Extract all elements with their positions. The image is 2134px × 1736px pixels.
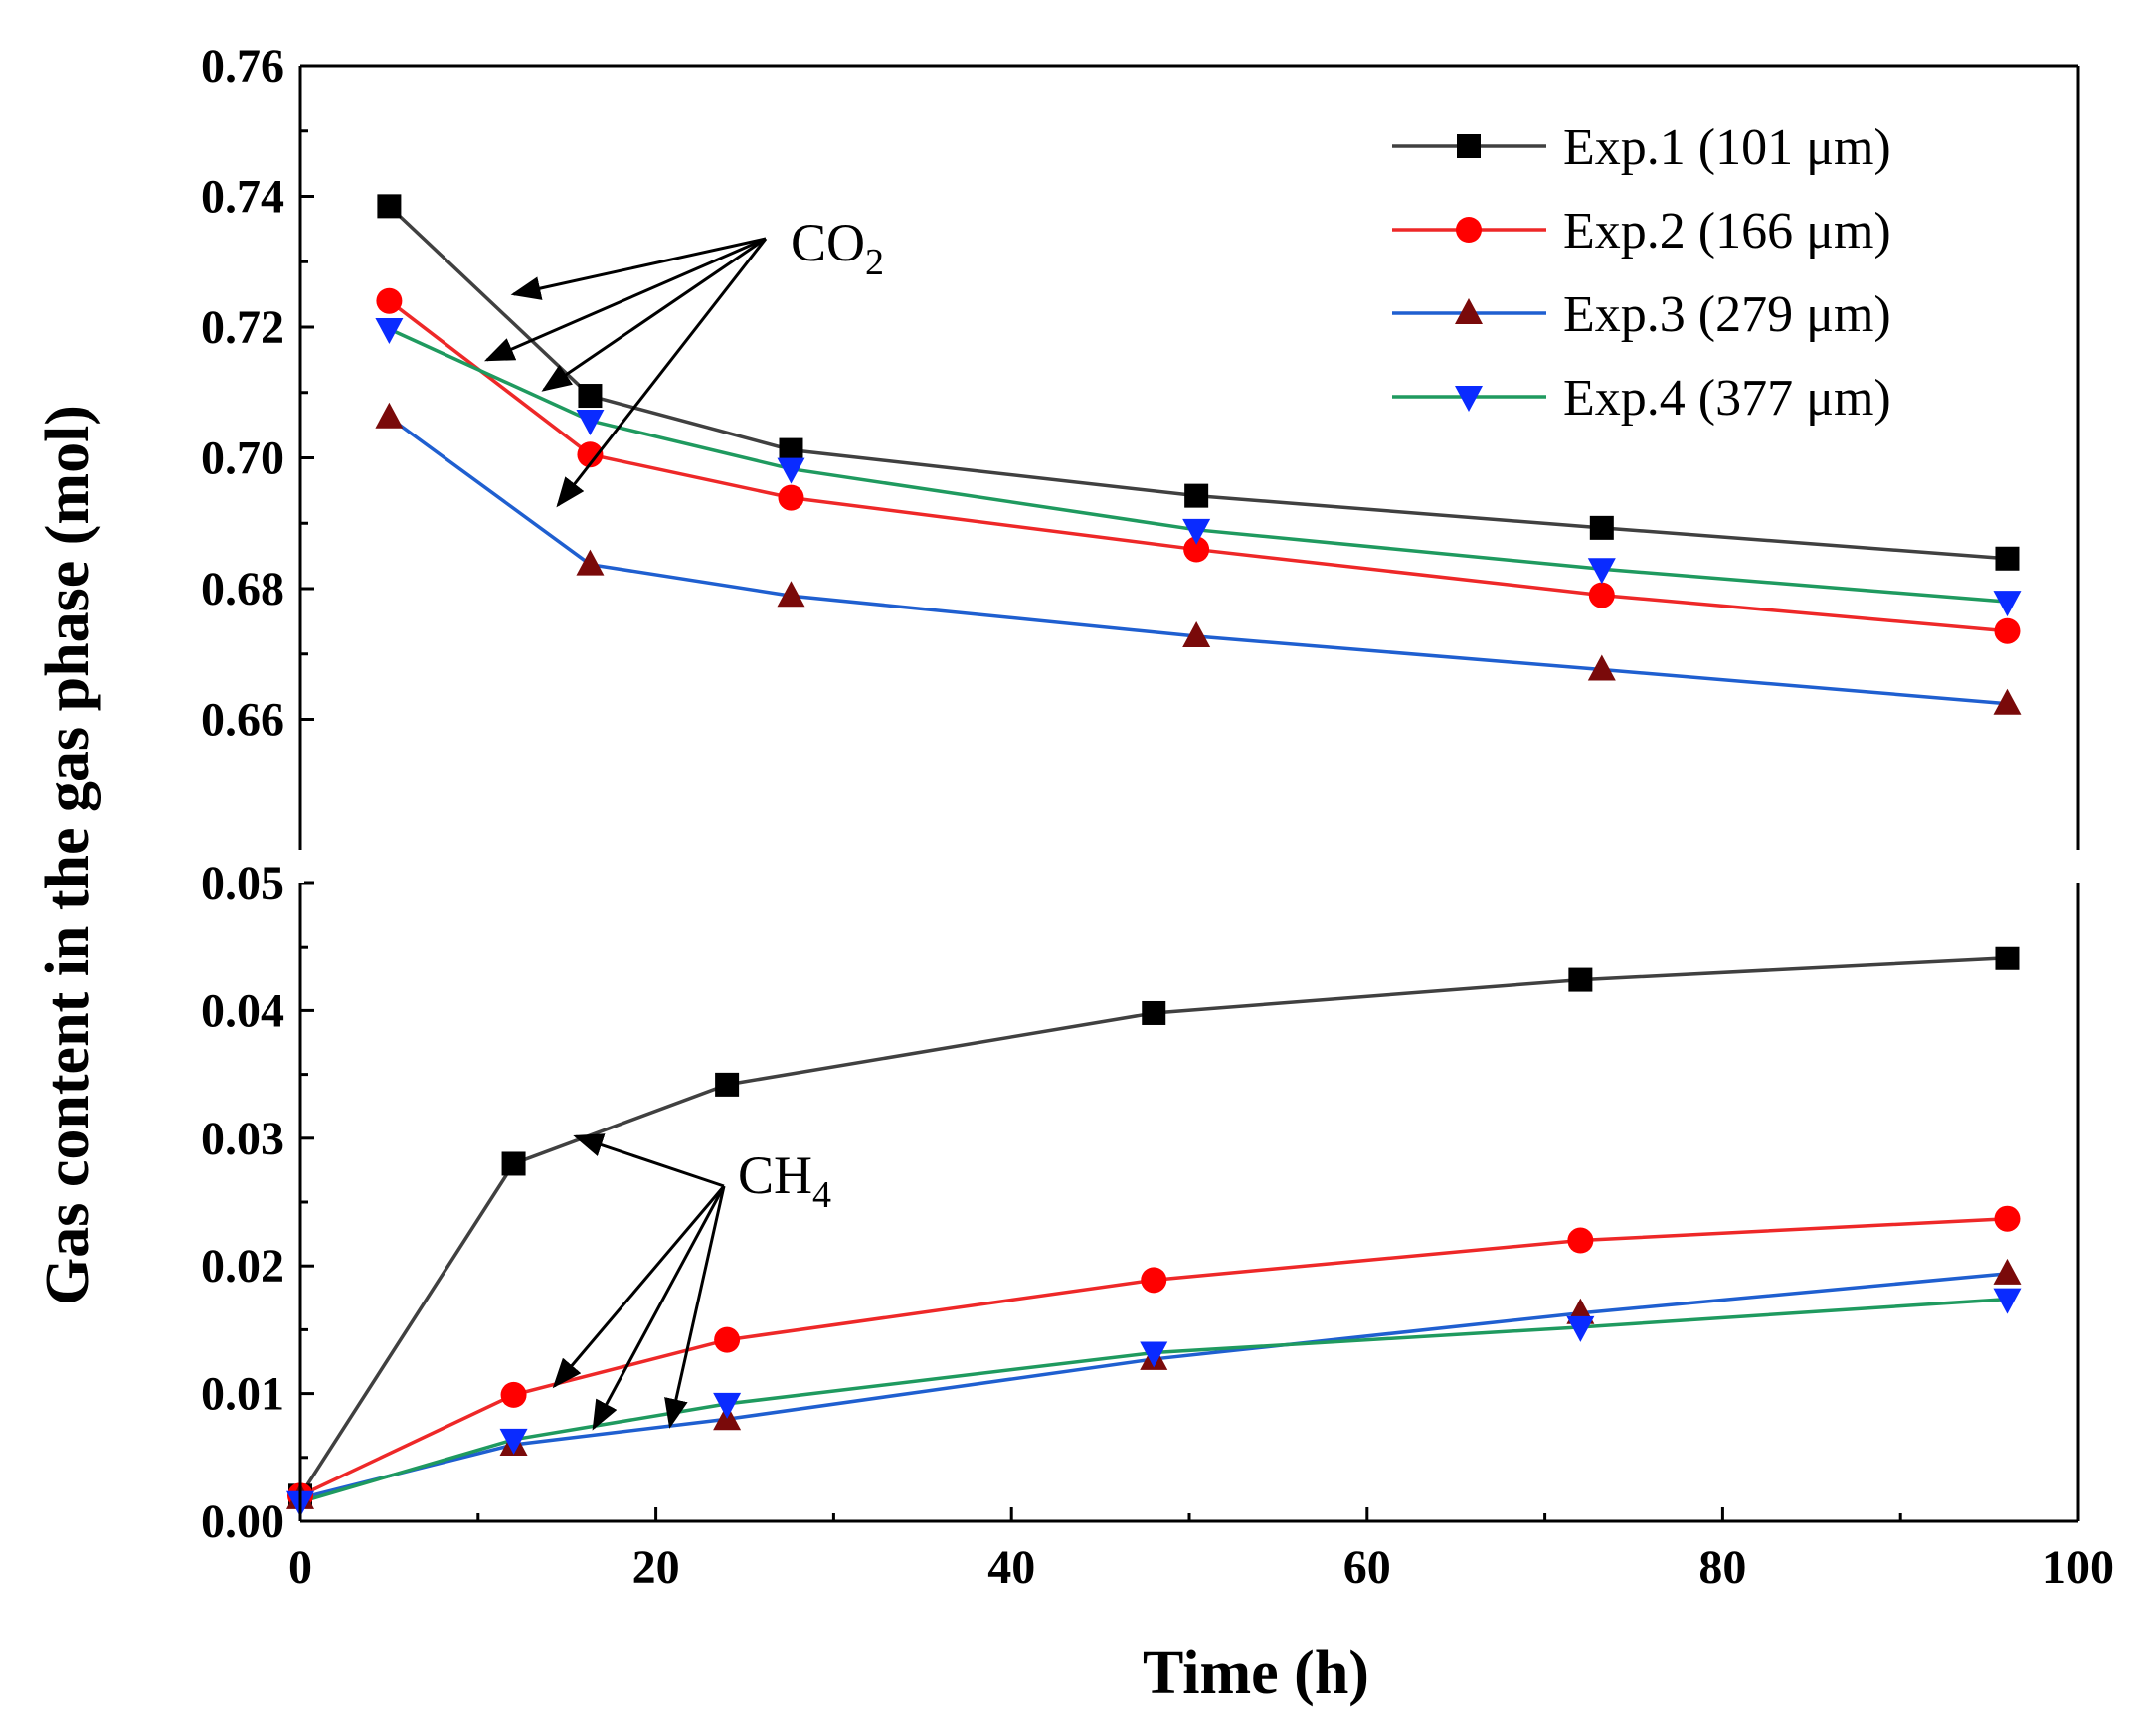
co2-series-2-point: [577, 441, 604, 468]
co2-series-4-point: [576, 410, 605, 436]
annotations: CO2 CH4: [483, 213, 884, 1431]
upper-y-tick-label: 0.74: [201, 171, 284, 224]
upper-y-tick-label: 0.76: [201, 40, 284, 92]
co2-series-2-point: [1183, 536, 1210, 563]
upper-y-tick-label: 0.66: [201, 694, 284, 747]
co2-series-4-point: [1993, 591, 2022, 617]
legend-marker-1: [1457, 134, 1481, 158]
axis-break-left: [296, 850, 304, 883]
legend-marker-4: [1455, 386, 1483, 412]
ch4-series-1-point: [1995, 946, 2020, 970]
ch4-series-4-point: [1140, 1341, 1168, 1368]
ch4-series-1-point: [715, 1072, 740, 1097]
x-tick-label: 100: [2043, 1541, 2114, 1594]
co2-series-2-point: [1588, 582, 1615, 608]
x-tick-label: 0: [288, 1541, 312, 1594]
co2-series-1-point: [1184, 483, 1209, 508]
lower-y-tick-label: 0.03: [201, 1113, 284, 1165]
lower-panel: [286, 946, 2022, 1517]
x-tick-label: 20: [632, 1541, 680, 1594]
co2-series-3-point: [576, 549, 605, 576]
upper-y-tick-label: 0.68: [201, 563, 284, 615]
co2-series-line-3: [388, 416, 2008, 706]
legend-label-3: Exp.3 (279 μm): [1563, 286, 1891, 343]
ch4-arrow-3: [592, 1185, 726, 1431]
co2-series-3-point: [777, 581, 805, 608]
ch4-series-line-4: [299, 1297, 2008, 1504]
axis-break-right: [2074, 850, 2082, 883]
co2-arrow-3: [541, 237, 767, 392]
lower-y-tick-label: 0.02: [201, 1240, 284, 1293]
ch4-series-2-point: [1567, 1227, 1594, 1254]
ch4-series-1-point: [1142, 1000, 1166, 1025]
co2-series-3-point: [375, 402, 404, 429]
co2-series-1-point: [1995, 546, 2020, 571]
x-tick-label: 80: [1698, 1541, 1746, 1594]
legend-label-1: Exp.1 (101 μm): [1563, 119, 1891, 176]
ch4-series-line-2: [299, 1216, 2008, 1497]
y-axis-title: Gas content in the gas phase (mol): [34, 405, 101, 1305]
co2-series-1-point: [779, 437, 803, 462]
ch4-annotation: CH4: [738, 1145, 831, 1216]
x-tick-label: 40: [987, 1541, 1035, 1594]
co2-series-4-point: [1587, 558, 1616, 585]
legend-label-2: Exp.2 (166 μm): [1563, 203, 1891, 260]
co2-series-4-point: [1182, 518, 1211, 545]
co2-annotation-subscript: 2: [865, 242, 884, 283]
co2-annotation: CO2: [791, 213, 884, 283]
lower-y-tick-label: 0.05: [201, 857, 284, 910]
lower-y-tick-label: 0.00: [201, 1495, 284, 1548]
co2-series-4-point: [777, 457, 805, 484]
lower-y-tick-label: 0.04: [201, 984, 284, 1037]
ch4-series-2-point: [714, 1326, 741, 1353]
ch4-arrow-2: [552, 1185, 726, 1389]
co2-series-line-2: [388, 299, 2008, 633]
ch4-series-4-point: [1993, 1288, 2022, 1314]
co2-series-1-point: [578, 384, 603, 409]
legend: Exp.1 (101 μm) Exp.2 (166 μm) Exp.3 (279 μ…: [1392, 119, 1891, 427]
lower-y-tick-label: 0.01: [201, 1368, 284, 1421]
ch4-arrow-4: [664, 1185, 726, 1429]
x-tick-label: 60: [1343, 1541, 1391, 1594]
ch4-series-2-point: [1994, 1205, 2021, 1232]
upper-y-tick-label: 0.72: [201, 301, 284, 354]
ch4-series-1-point: [501, 1151, 526, 1176]
legend-marker-2: [1456, 217, 1482, 243]
ch4-series-2-point: [1141, 1267, 1167, 1294]
ch4-series-4-point: [713, 1392, 742, 1419]
co2-series-1-point: [377, 194, 402, 219]
legend-marker-3: [1455, 298, 1483, 324]
co2-arrow-1: [510, 237, 767, 300]
ch4-series-line-1: [298, 956, 2008, 1497]
legend-label-4: Exp.4 (377 μm): [1563, 370, 1891, 427]
ch4-series-4-point: [499, 1428, 528, 1455]
ch4-series-2-point: [500, 1381, 527, 1408]
co2-series-2-point: [1994, 617, 2021, 644]
co2-series-3-point: [1993, 688, 2022, 715]
co2-series-line-4: [388, 327, 2008, 604]
ch4-series-1-point: [1568, 967, 1593, 992]
ch4-series-3-point: [1993, 1258, 2022, 1285]
x-axis-title: Time (h): [1143, 1640, 1369, 1707]
ch4-series-line-3: [299, 1272, 2008, 1500]
co2-arrow-2: [483, 237, 767, 362]
ch4-series-4-point: [1566, 1315, 1595, 1342]
co2-series-1-point: [1589, 515, 1614, 540]
axes: 0 20 40 60 80 100 0.66 0.68 0.70 0.72 0.74 0.76 0.00…: [201, 40, 2114, 1594]
co2-series-2-point: [778, 484, 804, 511]
ch4-arrow-1: [573, 1133, 725, 1188]
co2-series-3-point: [1182, 620, 1211, 647]
upper-y-tick-label: 0.70: [201, 433, 284, 485]
co2-arrow-4: [556, 238, 768, 508]
upper-panel: [375, 194, 2022, 715]
co2-series-line-1: [388, 205, 2008, 561]
ch4-annotation-subscript: 4: [812, 1174, 831, 1216]
co2-series-4-point: [375, 317, 404, 344]
co2-series-2-point: [376, 287, 403, 314]
co2-series-3-point: [1587, 654, 1616, 681]
